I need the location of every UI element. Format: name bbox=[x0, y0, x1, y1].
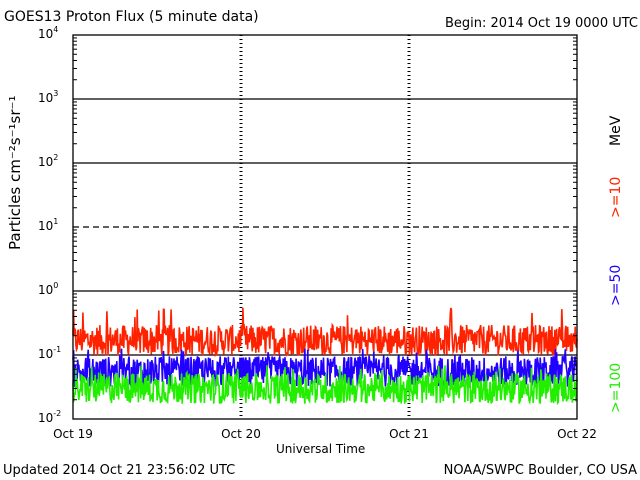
x-axis-label: Universal Time bbox=[276, 442, 366, 456]
x-tick-label: Oct 19 bbox=[53, 427, 93, 441]
plot-frame bbox=[72, 34, 578, 420]
legend-unit: MeV bbox=[608, 115, 624, 146]
legend-ge10: >=10 bbox=[608, 176, 624, 218]
y-axis-label: Particles cm⁻²s⁻¹sr⁻¹ bbox=[6, 95, 24, 250]
begin-time: Begin: 2014 Oct 19 0000 UTC bbox=[444, 16, 638, 31]
y-tick-label: 10-1 bbox=[38, 345, 62, 361]
x-tick-label: Oct 21 bbox=[389, 427, 429, 441]
chart-title: GOES13 Proton Flux (5 minute data) bbox=[4, 9, 259, 25]
y-tick-label: 101 bbox=[38, 217, 59, 233]
x-tick-label: Oct 20 bbox=[221, 427, 261, 441]
updated-time: Updated 2014 Oct 21 23:56:02 UTC bbox=[3, 463, 236, 478]
y-tick-label: 102 bbox=[38, 153, 59, 169]
series-line-2 bbox=[72, 365, 578, 406]
legend-ge100: >=100 bbox=[608, 362, 624, 413]
credit-text: NOAA/SWPC Boulder, CO USA bbox=[443, 463, 637, 478]
y-tick-label: 104 bbox=[38, 25, 59, 41]
legend-ge50: >=50 bbox=[608, 264, 624, 306]
series-line-0 bbox=[72, 307, 578, 358]
y-tick-label: 100 bbox=[38, 281, 59, 297]
y-tick-label: 103 bbox=[38, 89, 59, 105]
x-tick-label: Oct 22 bbox=[557, 427, 597, 441]
y-tick-label: 10-2 bbox=[38, 409, 62, 425]
